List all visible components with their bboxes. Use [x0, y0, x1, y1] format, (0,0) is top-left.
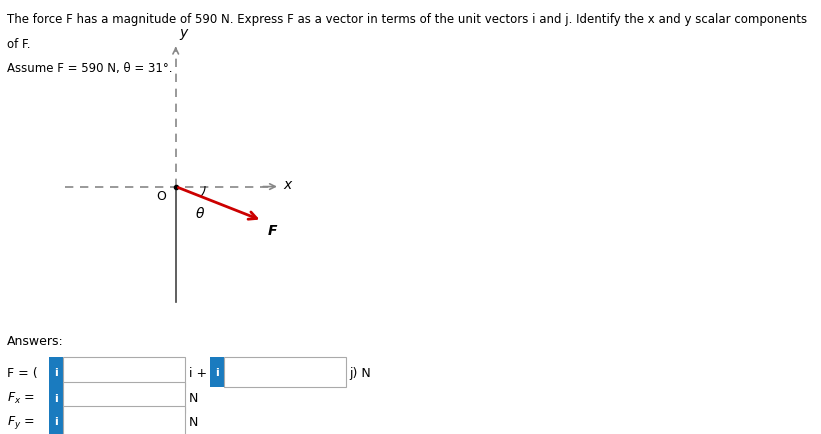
FancyBboxPatch shape — [209, 357, 224, 388]
FancyBboxPatch shape — [63, 382, 186, 413]
FancyBboxPatch shape — [224, 357, 346, 388]
Text: i: i — [54, 367, 57, 377]
Text: $F_y$ =: $F_y$ = — [7, 413, 34, 430]
Text: The force F has a magnitude of 590 N. Express F as a vector in terms of the unit: The force F has a magnitude of 590 N. Ex… — [7, 13, 807, 26]
Text: i: i — [215, 367, 218, 377]
Text: F: F — [268, 223, 277, 237]
Text: $F_x$ =: $F_x$ = — [7, 390, 34, 405]
Text: N: N — [189, 414, 198, 427]
Text: i: i — [54, 393, 57, 403]
Text: i +: i + — [189, 366, 207, 378]
Text: O: O — [156, 189, 166, 202]
Text: x: x — [283, 178, 291, 192]
FancyBboxPatch shape — [48, 357, 63, 388]
Text: i: i — [54, 416, 57, 426]
Text: F = (: F = ( — [7, 366, 37, 378]
FancyBboxPatch shape — [63, 406, 186, 434]
Text: Answers:: Answers: — [7, 334, 63, 347]
Text: Assume F = 590 N, θ = 31°.: Assume F = 590 N, θ = 31°. — [7, 62, 172, 75]
Text: of F.: of F. — [7, 38, 30, 51]
Text: y: y — [179, 26, 187, 40]
Text: θ: θ — [195, 206, 204, 220]
FancyBboxPatch shape — [63, 357, 186, 388]
FancyBboxPatch shape — [48, 406, 63, 434]
Text: j) N: j) N — [350, 366, 371, 378]
FancyBboxPatch shape — [48, 382, 63, 413]
Text: N: N — [189, 391, 198, 404]
